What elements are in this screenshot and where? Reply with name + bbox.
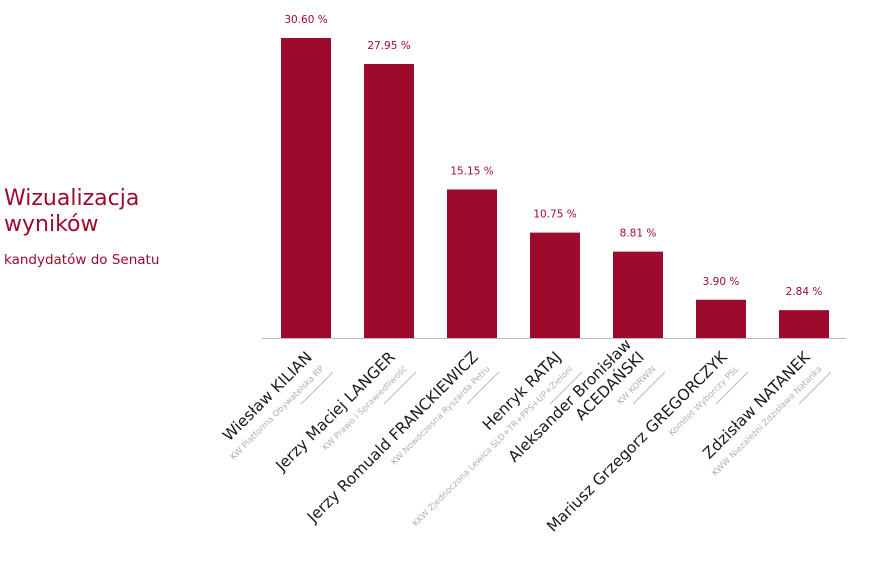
bar (613, 251, 663, 338)
bar-value-label: 15.15 % (450, 165, 493, 177)
label-separator-line (549, 371, 583, 405)
bar (364, 63, 414, 338)
bar-value-label: 3.90 % (703, 276, 740, 288)
label-separator-line (798, 371, 832, 405)
bar (779, 310, 829, 338)
label-separator-line (632, 371, 666, 405)
bar-value-label: 27.95 % (367, 40, 410, 52)
bar (696, 299, 746, 338)
bar-value-label: 10.75 % (533, 209, 576, 221)
bar-value-label: 2.84 % (786, 286, 823, 298)
bar-value-label: 8.81 % (620, 228, 657, 240)
page-subtitle: kandydatów do Senatu (4, 252, 160, 268)
page-title: Wizualizacja wyników (4, 186, 184, 238)
label-separator-line (383, 371, 417, 405)
bar (447, 189, 497, 338)
label-separator-line (715, 371, 749, 405)
label-separator-line (466, 371, 500, 405)
page-title-line2: wyników (4, 212, 99, 237)
candidate-name-label: Mariusz Grzegorz GREGORCZYK (543, 348, 731, 536)
bar (281, 38, 331, 338)
bar (530, 232, 580, 338)
bar-value-label: 30.60 % (284, 14, 327, 26)
page-title-line1: Wizualizacja (4, 186, 140, 211)
label-separator-line (300, 371, 334, 405)
